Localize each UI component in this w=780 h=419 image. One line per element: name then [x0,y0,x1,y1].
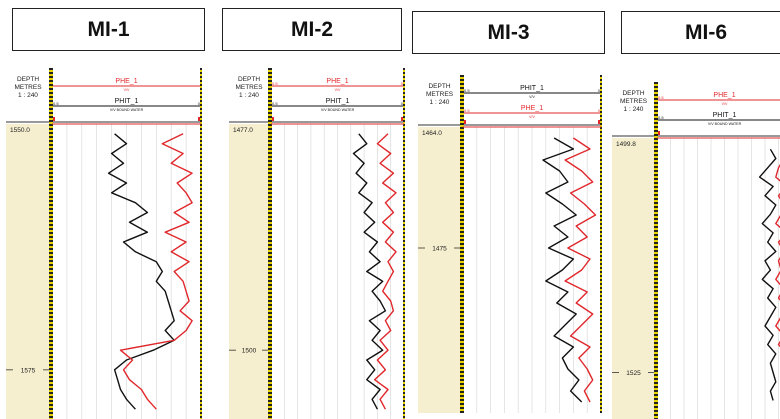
curve-phit-1 [758,148,777,401]
curve-name-label: PHIT_1 [713,112,737,119]
scale-right-label: 0 [598,108,601,113]
top-depth-label: 1464.0 [422,130,442,137]
depth-header-label: 1 : 240 [239,92,259,99]
scale-right-label: 0 [198,101,201,106]
depth-header-label: METRES [235,84,263,91]
curve-unit-label: V/V [722,102,728,106]
scale-right-label: 0 [401,101,404,106]
depth-header-label: DEPTH [17,76,39,83]
depth-tick-label: 1575 [21,367,36,374]
depth-tick-label: 1525 [626,370,641,377]
scale-right-label: 0 [401,81,404,86]
curve-name-label: PHE_1 [326,78,348,85]
curve-unit-label: V/V BOUND WATER [708,122,742,126]
depth-header-label: 1 : 240 [624,106,644,113]
depth-header-label: DEPTH [428,83,450,90]
curve-unit-label: V/V BOUND WATER [110,108,144,112]
curve-unit-label: V/V [529,95,535,99]
scale-left-label: 0.5 [272,81,278,86]
depth-header-label: METRES [426,91,454,98]
depth-header-label: 1 : 240 [430,99,450,106]
curve-name-label: PHIT_1 [115,98,139,105]
curve-unit-label: V/V [124,88,130,92]
curve-phit-1 [352,133,387,410]
depth-header-cell [6,68,50,122]
curve-unit-label: V/V [529,115,535,119]
well-title: MI-2 [222,8,402,51]
curve-name-label: PHE_1 [713,92,735,99]
top-depth-label: 1477.0 [233,127,253,134]
scale-left-label: 0.5 [53,101,59,106]
curve-phe-1 [374,133,397,410]
depth-track [612,138,655,419]
scale-left-label: 0.5 [464,88,470,93]
scale-right-label: 0 [598,88,601,93]
depth-header-label: METRES [14,84,42,91]
top-depth-label: 1550.0 [10,127,30,134]
depth-header-cell [229,68,269,122]
depth-header-cell [612,82,655,136]
depth-tick-label: 1475 [432,246,447,253]
scale-left-label: 0.5 [658,95,664,100]
depth-tick-label: 1500 [242,348,257,355]
depth-track [229,124,269,419]
depth-track [6,124,50,419]
curve-phe-1 [775,163,780,348]
top-depth-label: 1499.8 [616,141,636,148]
curve-phe-1 [119,133,193,410]
depth-header-label: 1 : 240 [18,92,38,99]
curve-name-label: PHIT_1 [520,85,544,92]
curve-phit-1 [542,137,583,403]
scale-left-label: 0.5 [272,101,278,106]
curve-phit-1 [107,133,175,410]
depth-header-cell [418,75,461,125]
curve-unit-label: V/V [335,88,341,92]
scale-left-label: 0.5 [464,108,470,113]
curve-name-label: PHE_1 [521,105,543,112]
curve-name-label: PHE_1 [115,78,137,85]
well-title: MI-6 [621,11,780,54]
scale-left-label: 0.5 [658,115,664,120]
well-title: MI-1 [12,8,205,51]
depth-header-label: DEPTH [238,76,260,83]
depth-header-label: DEPTH [622,90,644,97]
curve-unit-label: V/V BOUND WATER [321,108,355,112]
curve-phe-1 [564,137,597,403]
curve-track [657,138,780,419]
depth-header-label: METRES [620,98,648,105]
well-title: MI-3 [412,11,605,54]
curve-name-label: PHIT_1 [326,98,350,105]
depth-track [418,127,461,413]
